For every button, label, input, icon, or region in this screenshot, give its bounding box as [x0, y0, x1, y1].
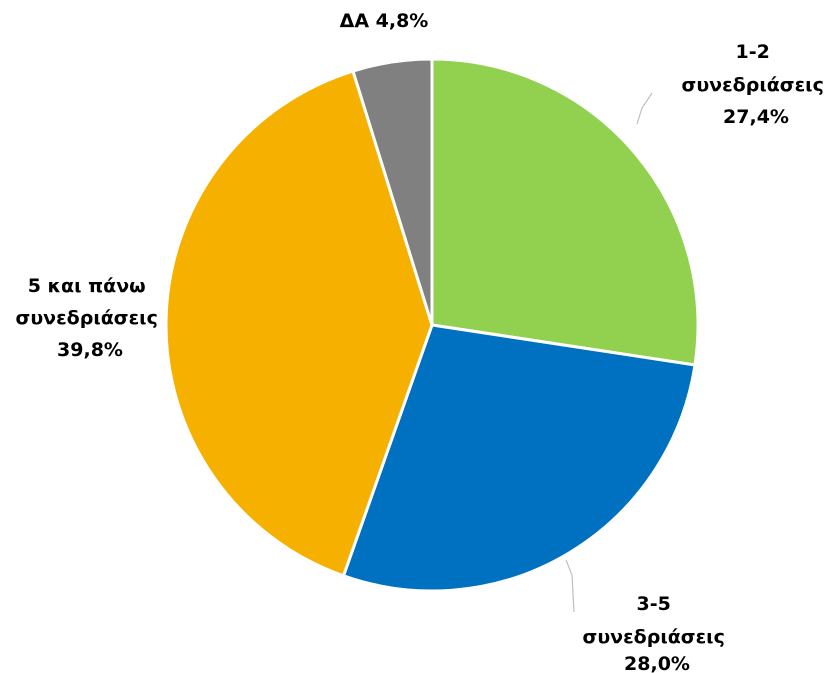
slice-labels: 1-2 συνεδριάσεις 27,4% 3-5 συνεδριάσεις …: [16, 10, 830, 673]
slice-label-3-5-line-2: συνεδριάσεις: [583, 626, 725, 648]
leader-lines: [565, 92, 653, 613]
pie-slice-5-plus: [164, 69, 434, 578]
slice-label-1-2-line-2: συνεδριάσεις: [682, 74, 824, 96]
pie-slice-da: [351, 57, 434, 326]
slice-label-1-2-line-3: 27,4%: [723, 106, 789, 128]
pie-slices: [164, 57, 700, 593]
pie-slice-3-5: [341, 323, 697, 593]
slice-label-5-plus-line-2: συνεδριάσεις: [16, 307, 158, 329]
slice-label-1-2: 1-2 συνεδριάσεις 27,4%: [682, 41, 830, 128]
slice-label-5-plus: 5 και πάνω συνεδριάσεις 39,8%: [16, 275, 165, 361]
leader-line-3-5: [565, 559, 575, 613]
slice-label-3-5: 3-5 συνεδριάσεις 28,0%: [583, 593, 732, 673]
slice-label-da: ΔΑ 4,8%: [340, 10, 429, 32]
slice-label-5-plus-line-3: 39,8%: [57, 339, 123, 361]
leader-line-1-2: [636, 92, 653, 125]
slice-label-5-plus-line-1: 5 και πάνω: [28, 275, 146, 297]
slice-label-da-line-1: ΔΑ 4,8%: [340, 10, 429, 32]
pie-slice-1-2: [430, 57, 700, 367]
slice-label-3-5-line-1: 3-5: [637, 593, 671, 615]
slice-label-3-5-line-3: 28,0%: [624, 653, 690, 673]
slice-label-1-2-line-1: 1-2: [736, 41, 770, 63]
